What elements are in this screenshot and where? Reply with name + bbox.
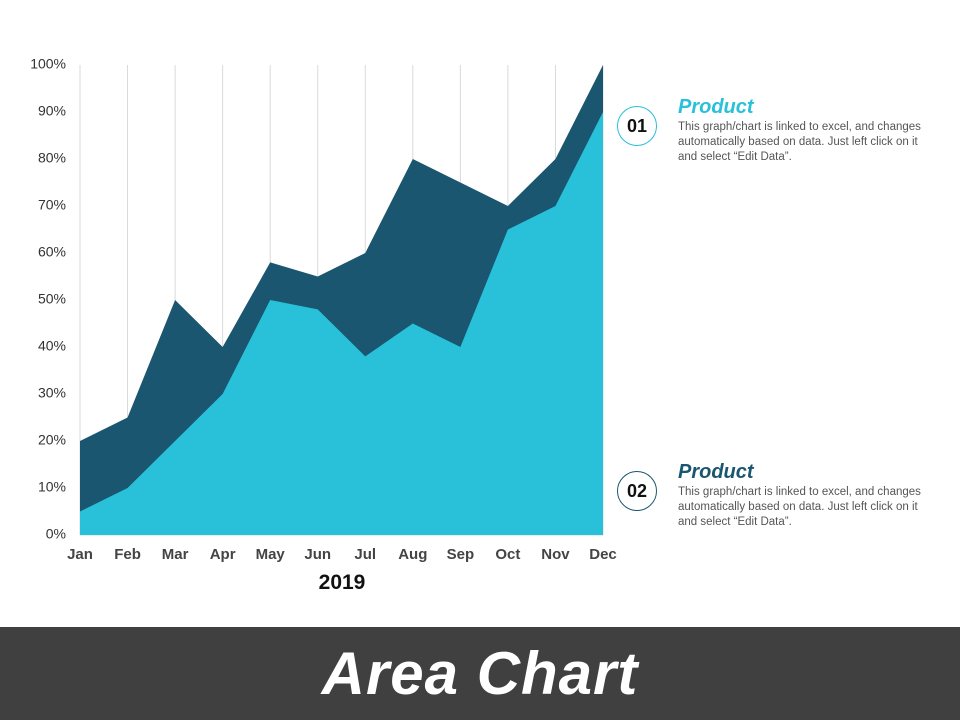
legend-description-2: This graph/chart is linked to excel, and… — [678, 486, 921, 528]
legend-title-1: Product — [678, 96, 754, 118]
x-tick-label: Oct — [495, 546, 520, 563]
y-tick-label: 100% — [30, 56, 66, 72]
y-tick-label: 50% — [38, 291, 66, 307]
x-axis-label: 2019 — [319, 571, 366, 594]
page-title: Area Chart — [321, 640, 639, 707]
x-tick-label: Aug — [398, 546, 427, 563]
x-tick-label: Sep — [447, 546, 475, 563]
area-chart: 0% 10% 20% 30% 40% 50% 60% 70% 80% 90% 100% Jan Feb… — [30, 56, 617, 594]
x-tick-label: Jun — [304, 546, 331, 563]
x-tick-label: Dec — [589, 546, 617, 563]
x-tick-label: Mar — [162, 546, 189, 563]
chart-areas — [80, 65, 603, 535]
y-tick-label: 70% — [38, 197, 66, 213]
x-tick-label: Jan — [67, 546, 93, 563]
x-tick-label: Apr — [210, 546, 236, 563]
x-tick-label: Jul — [354, 546, 376, 563]
y-tick-label: 40% — [38, 338, 66, 354]
y-tick-label: 10% — [38, 479, 66, 495]
legend-title-2: Product — [678, 461, 754, 483]
y-tick-label: 80% — [38, 150, 66, 166]
x-axis-ticks: Jan Feb Mar Apr May Jun Jul Aug Sep Oct Nov Dec — [67, 546, 617, 563]
y-axis-ticks: 0% 10% 20% 30% 40% 50% 60% 70% 80% 90% 100% — [30, 56, 66, 542]
x-tick-label: Feb — [114, 546, 141, 563]
legend-description-1: This graph/chart is linked to excel, and… — [678, 121, 921, 163]
legend-badge-2: 02 — [617, 471, 657, 511]
y-tick-label: 60% — [38, 244, 66, 260]
y-tick-label: 30% — [38, 385, 66, 401]
footer-banner: Area Chart — [0, 627, 960, 720]
y-tick-label: 20% — [38, 432, 66, 448]
x-tick-label: Nov — [541, 546, 570, 563]
x-tick-label: May — [256, 546, 286, 563]
area-series-2 — [80, 112, 603, 535]
y-tick-label: 90% — [38, 103, 66, 119]
legend-badge-1: 01 — [617, 106, 657, 146]
y-tick-label: 0% — [46, 526, 66, 542]
